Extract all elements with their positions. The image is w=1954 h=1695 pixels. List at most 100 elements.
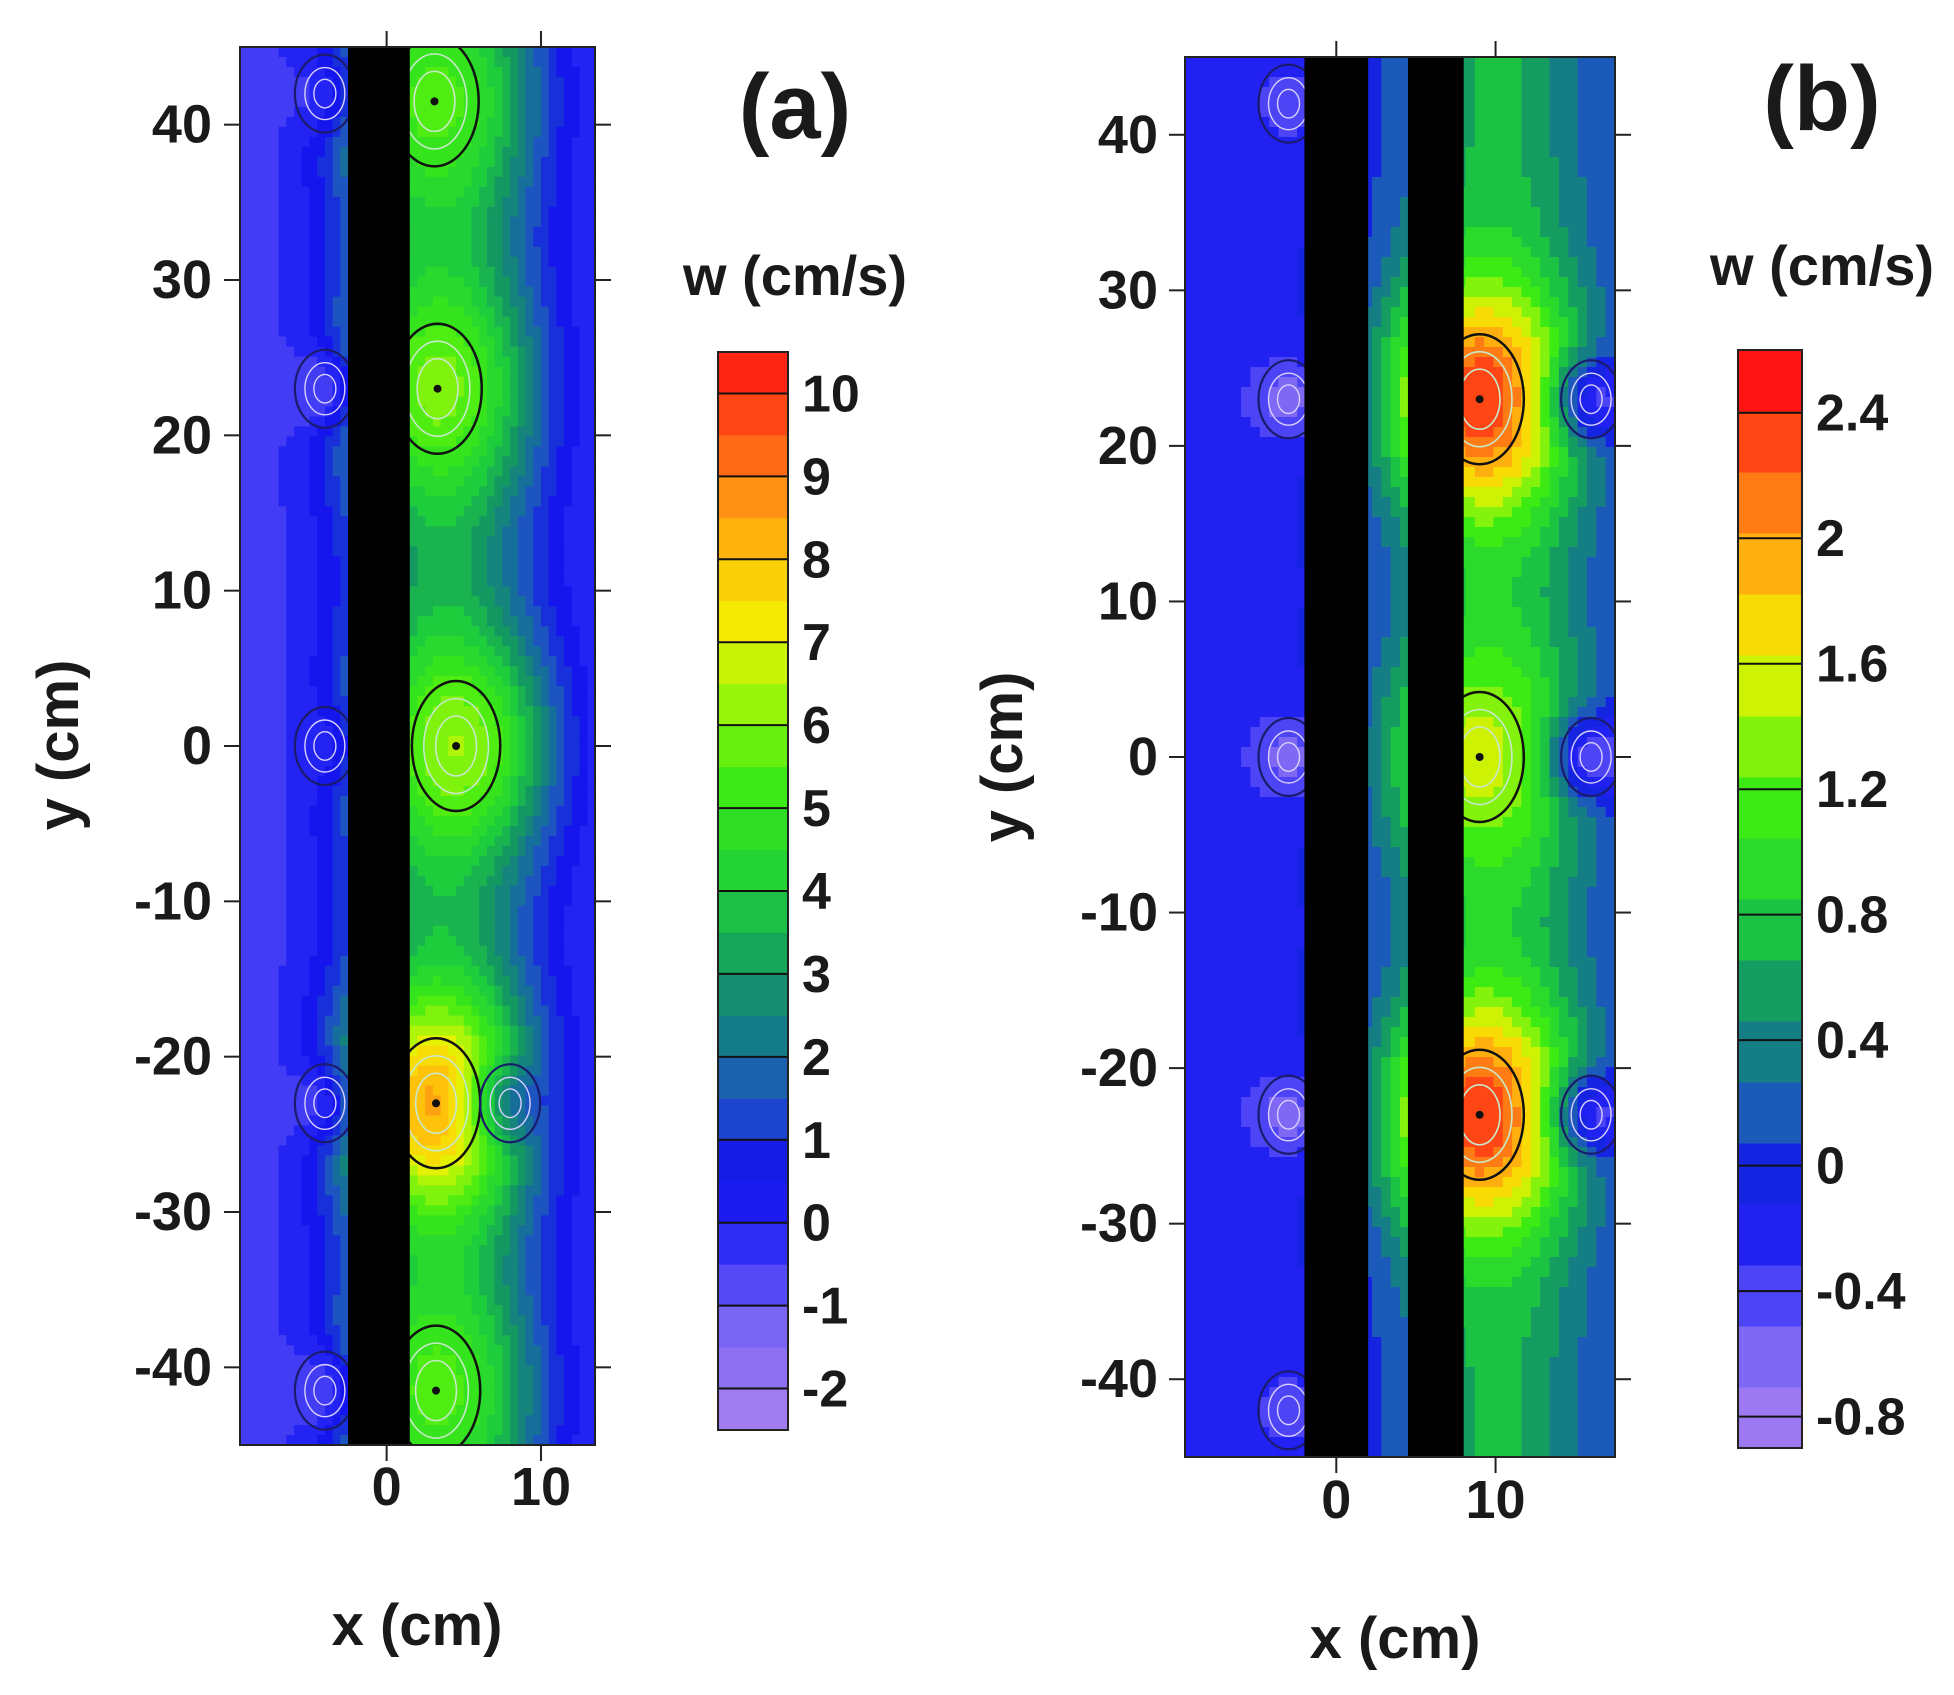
field-cell <box>317 216 326 228</box>
field-cell <box>502 546 511 557</box>
field-cell <box>479 586 488 597</box>
field-cell <box>255 1385 264 1396</box>
field-cell <box>240 1035 249 1047</box>
field-cell <box>340 216 349 228</box>
field-cell <box>240 805 249 817</box>
field-cell <box>263 446 272 458</box>
field-cell <box>448 785 457 797</box>
field-cell <box>486 366 496 378</box>
field-cell <box>432 56 442 68</box>
field-cell <box>340 726 349 737</box>
field-cell <box>309 1205 318 1216</box>
field-cell <box>324 216 334 228</box>
field-cell <box>317 1325 326 1336</box>
field-cell <box>317 885 326 897</box>
field-cell <box>340 286 349 298</box>
field-cell <box>324 226 334 238</box>
field-cell <box>440 586 449 597</box>
field-cell <box>263 226 272 238</box>
field-cell <box>240 765 249 777</box>
field-cell <box>471 1365 480 1376</box>
field-cell <box>425 775 434 787</box>
field-cell <box>471 1205 480 1216</box>
field-cell <box>479 146 488 158</box>
field-cell <box>247 376 257 388</box>
field-cell <box>494 915 503 927</box>
field-cell <box>494 246 503 258</box>
field-cell <box>479 176 488 188</box>
field-cell <box>247 556 257 567</box>
field-cell <box>425 1215 434 1226</box>
field-cell <box>479 536 488 547</box>
field-cell <box>502 376 511 388</box>
field-cell <box>286 1215 295 1226</box>
field-cell <box>486 266 496 278</box>
field-cell <box>486 676 496 687</box>
field-cell <box>486 706 496 717</box>
field-cell <box>247 1015 257 1027</box>
field-cell <box>309 646 318 657</box>
field-cell <box>247 416 257 428</box>
field-cell <box>240 166 249 178</box>
field-cell <box>510 216 519 228</box>
field-cell <box>440 206 449 218</box>
field-cell <box>294 1215 303 1226</box>
field-cell <box>309 206 318 218</box>
field-cell <box>286 146 295 158</box>
field-cell <box>409 596 419 607</box>
field-cell <box>409 1275 419 1286</box>
field-cell <box>479 246 488 258</box>
field-cell <box>278 526 287 537</box>
field-cell <box>247 1025 257 1037</box>
field-cell <box>471 1295 480 1306</box>
field-cell <box>510 815 519 827</box>
field-cell <box>278 496 287 507</box>
field-cell <box>270 1005 280 1017</box>
field-cell <box>479 1415 488 1426</box>
field-cell <box>294 466 303 477</box>
field-cell <box>440 626 449 637</box>
field-cell <box>486 1035 496 1047</box>
field-cell <box>324 1255 334 1266</box>
field-cell <box>263 356 272 368</box>
field-cell <box>317 686 326 697</box>
field-cell <box>417 126 426 138</box>
field-cell <box>317 1435 326 1445</box>
field-cell <box>332 386 341 398</box>
field-cell <box>247 166 257 178</box>
field-cell <box>479 835 488 847</box>
field-cell <box>255 1245 264 1256</box>
field-cell <box>309 586 318 597</box>
field-cell <box>324 1105 334 1117</box>
field-cell <box>456 726 465 737</box>
field-cell <box>456 266 465 278</box>
field-cell <box>494 1185 503 1196</box>
field-cell <box>448 656 457 667</box>
field-cell <box>317 336 326 348</box>
field-cell <box>510 855 519 867</box>
field-cell <box>432 1295 442 1306</box>
field-cell <box>486 236 496 248</box>
field-cell <box>425 1395 434 1406</box>
field-cell <box>479 156 488 168</box>
field-cell <box>309 995 318 1007</box>
field-cell <box>340 1245 349 1256</box>
field-cell <box>494 1395 503 1406</box>
field-cell <box>324 316 334 328</box>
field-cell <box>240 146 249 158</box>
field-cell <box>286 1125 295 1137</box>
field-cell <box>340 1085 349 1097</box>
field-cell <box>270 905 280 917</box>
field-cell <box>263 466 272 477</box>
field-cell <box>471 156 480 168</box>
field-cell <box>247 1385 257 1396</box>
field-cell <box>440 1345 449 1356</box>
field-cell <box>409 546 419 557</box>
field-cell <box>510 616 519 627</box>
field-cell <box>417 825 426 837</box>
field-cell <box>332 1335 341 1346</box>
field-cell <box>278 1315 287 1326</box>
field-cell <box>494 1155 503 1166</box>
field-cell <box>448 86 457 98</box>
field-cell <box>409 626 419 637</box>
